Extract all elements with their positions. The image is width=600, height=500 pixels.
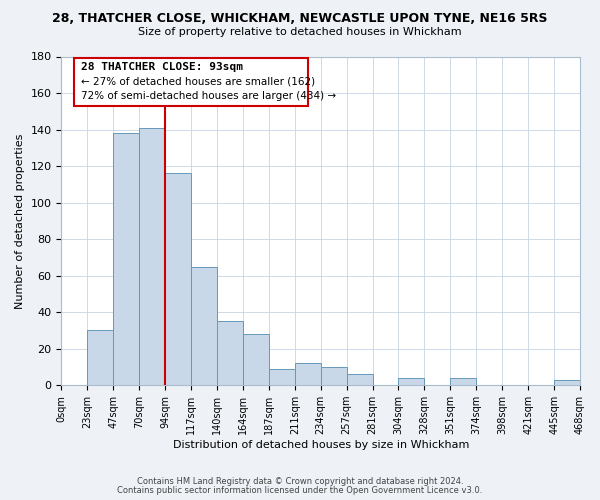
X-axis label: Distribution of detached houses by size in Whickham: Distribution of detached houses by size … bbox=[173, 440, 469, 450]
Bar bbox=[88, 330, 113, 385]
Y-axis label: Number of detached properties: Number of detached properties bbox=[15, 133, 25, 308]
Text: Size of property relative to detached houses in Whickham: Size of property relative to detached ho… bbox=[138, 27, 462, 37]
Text: Contains HM Land Registry data © Crown copyright and database right 2024.: Contains HM Land Registry data © Crown c… bbox=[137, 477, 463, 486]
Bar bbox=[295, 364, 321, 385]
Bar bbox=[165, 174, 191, 385]
Text: 28, THATCHER CLOSE, WHICKHAM, NEWCASTLE UPON TYNE, NE16 5RS: 28, THATCHER CLOSE, WHICKHAM, NEWCASTLE … bbox=[52, 12, 548, 26]
FancyBboxPatch shape bbox=[74, 58, 308, 106]
Bar bbox=[217, 322, 243, 385]
Bar bbox=[243, 334, 269, 385]
Bar bbox=[269, 369, 295, 385]
Bar bbox=[451, 378, 476, 385]
Bar bbox=[191, 266, 217, 385]
Text: ← 27% of detached houses are smaller (162): ← 27% of detached houses are smaller (16… bbox=[81, 76, 315, 86]
Bar bbox=[321, 367, 347, 385]
Bar bbox=[347, 374, 373, 385]
Bar bbox=[113, 133, 139, 385]
Bar bbox=[554, 380, 580, 385]
Bar bbox=[139, 128, 165, 385]
Text: 28 THATCHER CLOSE: 93sqm: 28 THATCHER CLOSE: 93sqm bbox=[81, 62, 243, 72]
Text: 72% of semi-detached houses are larger (434) →: 72% of semi-detached houses are larger (… bbox=[81, 91, 336, 101]
Bar bbox=[398, 378, 424, 385]
Text: Contains public sector information licensed under the Open Government Licence v3: Contains public sector information licen… bbox=[118, 486, 482, 495]
